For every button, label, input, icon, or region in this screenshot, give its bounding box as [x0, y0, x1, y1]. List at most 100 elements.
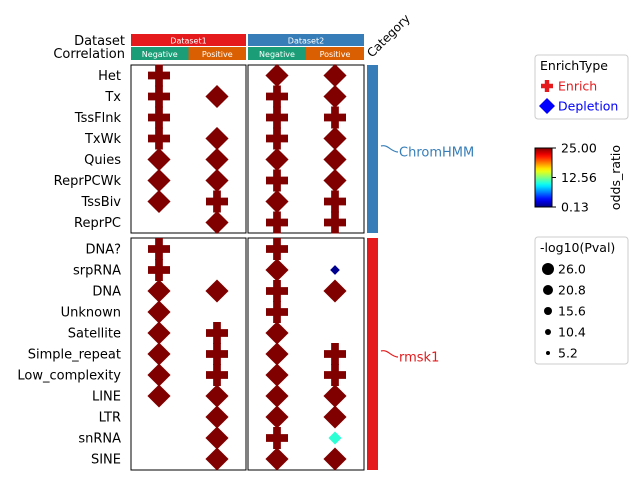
depletion-marker-sine-col2: [265, 447, 289, 471]
panel-frame-0-0: [130, 64, 247, 234]
depletion-marker-reprpcwk-col1: [205, 168, 229, 193]
correlation-bar-label: Negative: [142, 50, 178, 59]
legend-item-depletion: Depletion: [558, 99, 618, 114]
depletion-marker-satellite-col2: [265, 321, 289, 345]
category-label-chromhmm: ChromHMM: [399, 146, 474, 161]
depletion-marker-low-complexity-col2: [265, 363, 289, 387]
depletion-marker-quies-col1: [205, 147, 229, 172]
row-label-sine: SINE: [91, 453, 121, 468]
depletion-marker-tssbiv-col2: [265, 189, 289, 214]
row-label-quies: Quies: [84, 153, 121, 168]
enrich-marker-snrna-col2: [266, 427, 288, 449]
correlation-bar-label: Positive: [202, 50, 233, 59]
enrich-marker-low-complexity-col1: [206, 364, 228, 386]
colorbar-label: odds_ratio: [608, 145, 623, 210]
depletion-marker-sine-col1: [205, 447, 229, 471]
panel-frame-1-0: [130, 237, 247, 471]
depletion-marker-srprna-col3: [330, 265, 340, 275]
row-label-tssbiv: TssBiv: [80, 195, 121, 210]
enrich-marker-reprpcwk-col2: [266, 169, 288, 192]
row-label-tssflnk: TssFlnk: [74, 111, 122, 126]
depletion-marker-snrna-col1: [205, 426, 229, 450]
category-bar-rmsk1: [367, 238, 378, 470]
enrich-marker-srprna-col0: [148, 259, 170, 281]
category-header: Category: [364, 11, 413, 60]
correlation-bar-dataset1-positive: [188, 47, 246, 60]
legend-pval-dot: [545, 329, 551, 335]
colorbar-tick-label: 12.56: [561, 170, 597, 185]
depletion-marker-ltr-col1: [205, 405, 229, 429]
dataset-bar-label: Dataset1: [170, 37, 206, 46]
legend-pval-label: 20.8: [558, 283, 586, 298]
correlation-bar-dataset2-negative: [248, 47, 306, 60]
enrich-marker-low-complexity-col3: [324, 364, 346, 386]
correlation-bar-dataset2-positive: [306, 47, 364, 60]
row-label-reprpcwk: ReprPCWk: [54, 174, 122, 189]
row-label-het: Het: [98, 69, 121, 84]
depletion-marker-quies-col0: [147, 147, 171, 172]
depletion-marker-tssbiv-col0: [147, 189, 171, 214]
legend-pval-label: 15.6: [558, 304, 586, 319]
row-label-line: LINE: [92, 390, 121, 405]
depletion-marker-dna-col1: [205, 279, 229, 303]
depletion-marker-ltr-col3: [323, 405, 347, 429]
colorbar-tick-label: 0.13: [561, 200, 589, 215]
panel-frame-1-1: [247, 237, 365, 471]
depletion-marker-txwk-col3: [323, 126, 347, 151]
category-label-rmsk1: rmsk1: [399, 351, 439, 366]
depletion-marker-unknown-col0: [147, 300, 171, 324]
enrich-marker-dna-col2: [266, 238, 288, 260]
legend-enrichtype-title: EnrichType: [540, 58, 608, 73]
enrich-marker-dna-col0: [148, 238, 170, 260]
legend-pval-label: 10.4: [558, 325, 586, 340]
row-label-dna: DNA: [92, 285, 121, 300]
enrich-marker-txwk-col2: [266, 127, 288, 150]
correlation-bar-dataset1-negative: [131, 47, 189, 60]
colorbar-tick-label: 25.00: [561, 141, 597, 156]
enrich-marker-dna-col2: [266, 280, 288, 302]
category-connector-chromhmm: [380, 145, 399, 153]
colorbar: [534, 147, 553, 208]
enrich-marker-reprpc-col3: [324, 211, 346, 234]
legend-pval-label: 5.2: [558, 346, 578, 361]
row-label-snrna: snRNA: [78, 432, 121, 447]
row-label-unknown: Unknown: [61, 306, 121, 321]
depletion-marker-sine-col3: [323, 447, 347, 471]
depletion-marker-srprna-col2: [265, 258, 289, 282]
enrich-marker-tssflnk-col0: [148, 106, 170, 129]
panel-frame-0-1: [247, 64, 365, 234]
depletion-marker-line-col2: [265, 384, 289, 408]
legend-item-enrich: Enrich: [558, 79, 597, 94]
enrich-marker-tssflnk-col2: [266, 106, 288, 129]
legend-enrichtype-frame: [534, 54, 629, 120]
depletion-marker-reprpcwk-col3: [323, 168, 347, 193]
depletion-marker-line-col3: [323, 384, 347, 408]
row-label-tx: Tx: [104, 90, 121, 105]
depletion-marker-satellite-col0: [147, 321, 171, 345]
enrich-marker-simple-repeat-col3: [324, 343, 346, 365]
legend-pval-dot: [544, 307, 552, 315]
enrich-marker-reprpc-col2: [266, 211, 288, 234]
row-label-satellite: Satellite: [68, 327, 121, 342]
enrich-marker-tx-col2: [266, 85, 288, 108]
correlation-bar-label: Positive: [320, 50, 351, 59]
enrich-marker-tssbiv-col3: [324, 190, 346, 213]
legend-pval-frame: [534, 236, 629, 365]
depletion-marker-line-col0: [147, 384, 171, 408]
depletion-marker-het-col3: [323, 63, 347, 88]
depletion-marker-quies-col2: [265, 147, 289, 172]
depletion-marker-simple-repeat-col2: [265, 342, 289, 366]
legend-pval-dot: [543, 285, 553, 295]
correlation-row-label: Correlation: [53, 47, 125, 62]
depletion-marker-dna-col0: [147, 279, 171, 303]
depletion-marker-simple-repeat-col0: [147, 342, 171, 366]
row-label-srprna: srpRNA: [73, 264, 121, 279]
dataset-bar-label: Dataset2: [288, 37, 324, 46]
enrich-marker-tssflnk-col3: [324, 106, 346, 129]
enrich-marker-tssbiv-col1: [206, 190, 228, 213]
enrich-marker-satellite-col1: [206, 322, 228, 344]
enrich-marker-simple-repeat-col1: [206, 343, 228, 365]
enrich-marker-tx-col0: [148, 85, 170, 108]
depletion-marker-het-col2: [265, 63, 289, 88]
